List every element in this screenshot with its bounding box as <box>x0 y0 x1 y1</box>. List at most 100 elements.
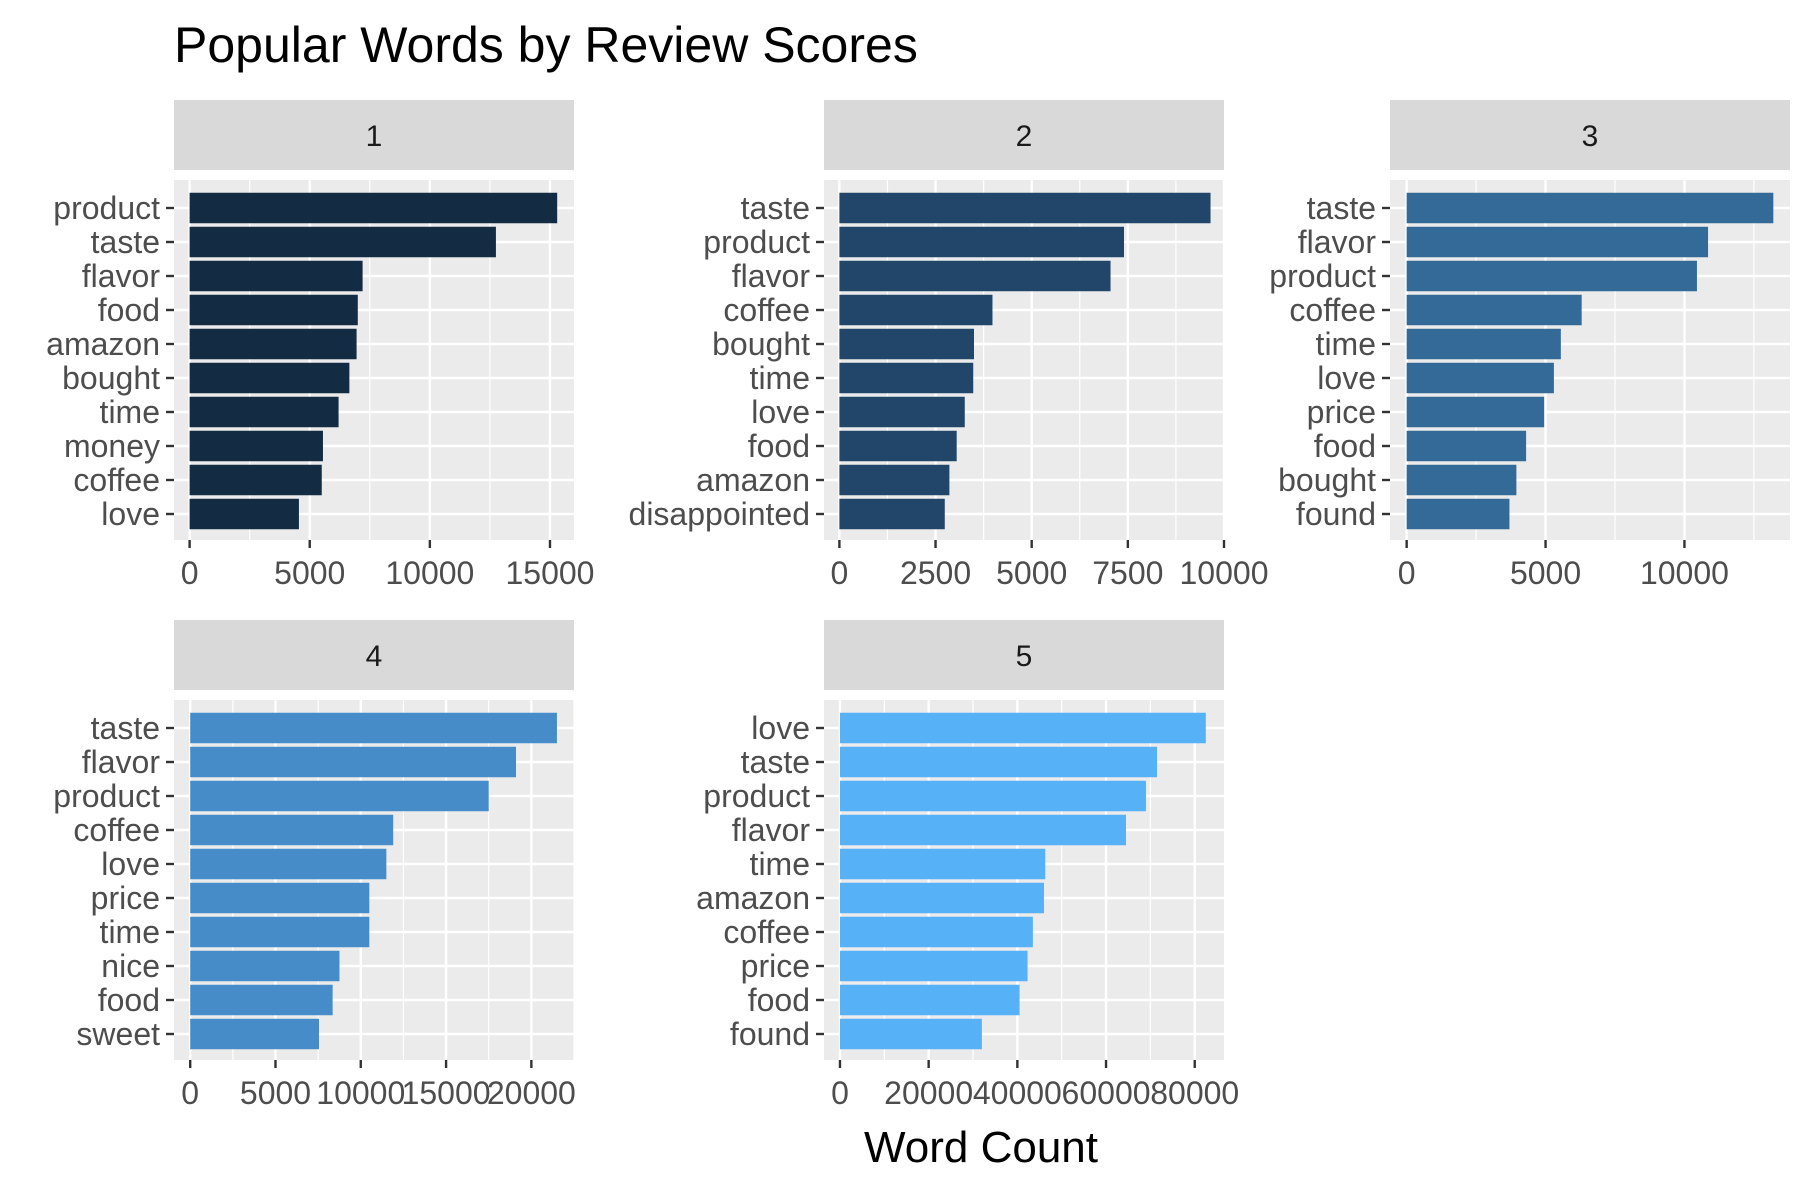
y-tick-label: food <box>1314 428 1376 464</box>
bar-money <box>189 430 323 462</box>
bar-time <box>839 362 974 394</box>
y-tick-label: found <box>730 1016 810 1052</box>
y-tick-label: product <box>1269 258 1376 294</box>
bar-love <box>1406 362 1554 394</box>
y-tick-label: love <box>751 710 810 746</box>
y-tick-label: bought <box>1278 462 1376 498</box>
x-tick-label: 0 <box>831 1075 849 1111</box>
bar-taste <box>189 226 496 258</box>
facet-strip <box>824 100 1224 170</box>
y-tick-label: taste <box>1307 190 1376 226</box>
x-tick-label: 60000 <box>1062 1075 1151 1111</box>
bar-time <box>190 916 370 948</box>
facet-strip <box>1390 100 1790 170</box>
y-tick-label: flavor <box>82 258 161 294</box>
y-tick-label: taste <box>91 224 160 260</box>
bar-taste <box>839 192 1211 224</box>
bar-taste <box>839 746 1158 778</box>
bar-found <box>1406 498 1510 530</box>
y-tick-label: time <box>750 360 810 396</box>
y-tick-label: coffee <box>723 914 810 950</box>
bar-love <box>839 396 965 428</box>
bar-product <box>839 226 1124 258</box>
facet-strip-label: 2 <box>1016 120 1033 153</box>
chart-title: Popular Words by Review Scores <box>174 17 918 73</box>
facet-panel-5: 5 lovetasteproductflavortimeamazoncoffeep… <box>696 620 1239 1111</box>
x-axis-label: Word Count <box>864 1123 1098 1172</box>
facet-strip-label: 1 <box>366 120 383 153</box>
y-tick-label: love <box>1317 360 1376 396</box>
y-tick-label: product <box>703 778 810 814</box>
bar-product <box>189 192 558 224</box>
x-tick-label: 20000 <box>487 1075 576 1111</box>
facet-panel-1: 1 producttasteflavorfoodamazonboughttimem… <box>46 100 594 591</box>
facet-panel-2: 2 tasteproductflavorcoffeeboughttimelovef… <box>629 100 1269 591</box>
y-tick-label: product <box>53 190 160 226</box>
y-tick-label: time <box>100 394 160 430</box>
facet-panels: 1producttasteflavorfoodamazonboughttimem… <box>46 100 1790 1111</box>
y-tick-label: love <box>751 394 810 430</box>
y-tick-label: nice <box>101 948 160 984</box>
bar-price <box>1406 396 1545 428</box>
x-tick-label: 2500 <box>900 555 971 591</box>
y-tick-label: love <box>101 496 160 532</box>
x-tick-label: 5000 <box>1510 555 1581 591</box>
bar-product <box>839 780 1146 812</box>
facet-strip <box>174 100 574 170</box>
y-tick-label: food <box>98 292 160 328</box>
x-tick-label: 5000 <box>274 555 345 591</box>
bar-amazon <box>189 328 357 360</box>
y-tick-label: coffee <box>73 462 160 498</box>
x-tick-label: 7500 <box>1092 555 1163 591</box>
bar-flavor <box>839 260 1111 292</box>
bar-disappointed <box>839 498 945 530</box>
bar-time <box>1406 328 1561 360</box>
y-tick-label: sweet <box>76 1016 160 1052</box>
y-tick-label: amazon <box>46 326 160 362</box>
y-tick-label: amazon <box>696 880 810 916</box>
x-tick-label: 0 <box>181 555 199 591</box>
bar-amazon <box>839 882 1044 914</box>
bar-found <box>839 1018 982 1050</box>
x-tick-label: 5000 <box>996 555 1067 591</box>
bar-coffee <box>839 916 1033 948</box>
y-tick-label: price <box>741 948 810 984</box>
facet-strip <box>174 620 574 690</box>
y-tick-label: taste <box>91 710 160 746</box>
bar-flavor <box>189 260 363 292</box>
bar-love <box>190 848 387 880</box>
bar-food <box>839 984 1020 1016</box>
facet-strip <box>824 620 1224 690</box>
y-tick-label: product <box>53 778 160 814</box>
bar-price <box>190 882 370 914</box>
y-tick-label: flavor <box>732 812 811 848</box>
x-tick-label: 0 <box>181 1075 199 1111</box>
x-tick-label: 80000 <box>1150 1075 1239 1111</box>
bar-taste <box>1406 192 1774 224</box>
facet-panel-4: 4 tasteflavorproductcoffeelovepricetimeni… <box>53 620 576 1111</box>
bar-bought <box>1406 464 1517 496</box>
facet-strip-label: 5 <box>1016 640 1033 673</box>
bar-food <box>189 294 358 326</box>
bar-love <box>839 712 1206 744</box>
y-tick-label: food <box>748 428 810 464</box>
y-tick-label: time <box>750 846 810 882</box>
y-tick-label: flavor <box>732 258 811 294</box>
x-tick-label: 15000 <box>505 555 594 591</box>
y-tick-label: coffee <box>73 812 160 848</box>
x-tick-label: 0 <box>830 555 848 591</box>
bar-coffee <box>189 464 322 496</box>
y-tick-label: bought <box>712 326 810 362</box>
x-tick-label: 10000 <box>1180 555 1269 591</box>
bar-coffee <box>190 814 394 846</box>
x-tick-label: 5000 <box>240 1075 311 1111</box>
bar-bought <box>189 362 350 394</box>
x-tick-label: 0 <box>1398 555 1416 591</box>
facet-strip-label: 3 <box>1582 120 1599 153</box>
bar-love <box>189 498 299 530</box>
y-tick-label: price <box>1307 394 1376 430</box>
y-tick-label: coffee <box>723 292 810 328</box>
bar-food <box>839 430 957 462</box>
bar-flavor <box>1406 226 1709 258</box>
